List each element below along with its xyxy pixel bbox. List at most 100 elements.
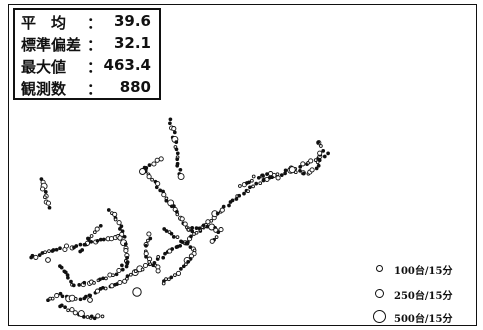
observation-point	[146, 231, 152, 237]
observation-point	[219, 207, 225, 213]
observation-point	[94, 226, 100, 232]
observation-point	[51, 248, 56, 252]
observation-point	[308, 158, 314, 164]
observation-point	[168, 117, 173, 122]
observation-point	[230, 198, 235, 203]
stat-label: 平 均	[21, 14, 67, 32]
stat-colon: ：	[87, 58, 103, 76]
observation-point	[71, 283, 76, 288]
stat-row-std-dev: 標準偏差 ： 32.1	[21, 34, 153, 54]
observation-point	[298, 168, 302, 173]
observation-point	[92, 316, 97, 321]
map-frame	[8, 4, 477, 326]
observation-point	[270, 175, 274, 180]
observation-point	[92, 230, 97, 235]
observation-point	[63, 305, 67, 310]
observation-point	[260, 173, 265, 178]
observation-point	[82, 315, 86, 319]
observation-point	[264, 176, 270, 182]
observation-point	[161, 192, 167, 198]
observation-point	[317, 158, 322, 163]
observation-point	[164, 198, 169, 203]
observation-point	[321, 149, 326, 153]
observation-point	[251, 174, 256, 179]
observation-point	[279, 173, 284, 177]
observation-point	[317, 150, 323, 156]
observation-point	[174, 147, 179, 152]
observation-point	[86, 236, 90, 241]
observation-point	[215, 211, 220, 216]
observation-point	[128, 272, 133, 277]
observation-point	[283, 171, 287, 176]
observation-point	[94, 288, 101, 294]
observation-point	[47, 249, 51, 253]
observation-point	[167, 277, 171, 282]
legend-label: 500台/15分	[394, 314, 453, 325]
observation-point-large	[45, 257, 51, 263]
observation-point	[250, 178, 254, 183]
observation-point	[194, 226, 199, 230]
observation-point	[234, 197, 239, 201]
observation-point	[116, 220, 122, 226]
observation-point	[139, 168, 146, 175]
observation-point	[125, 255, 129, 260]
observation-point	[114, 272, 119, 277]
observation-point	[77, 310, 85, 318]
observation-point	[313, 158, 318, 162]
stat-value: 39.6	[113, 12, 151, 30]
observation-point	[258, 181, 263, 186]
observation-point	[54, 247, 59, 252]
observation-point	[47, 205, 52, 210]
observation-point	[288, 166, 296, 174]
observation-point	[50, 296, 55, 301]
observation-point	[186, 227, 191, 232]
observation-point	[275, 175, 281, 181]
observation-point	[161, 281, 166, 286]
observation-point	[301, 171, 306, 176]
observation-point	[144, 243, 148, 248]
observation-point	[142, 262, 149, 269]
observation-point	[247, 180, 251, 185]
legend-label: 250台/15分	[394, 291, 453, 302]
observation-point	[214, 235, 219, 239]
observation-point	[177, 173, 185, 181]
observation-point	[174, 140, 179, 144]
observation-point	[268, 171, 274, 177]
observation-point	[66, 308, 70, 313]
observation-point	[155, 181, 161, 187]
observation-point	[161, 255, 166, 260]
observation-point	[100, 314, 105, 319]
observation-point	[33, 254, 39, 260]
observation-point	[175, 235, 180, 239]
observation-point	[316, 163, 321, 168]
observation-point	[178, 167, 183, 172]
legend-circle-medium	[375, 289, 384, 298]
observation-point	[158, 188, 163, 193]
observation-point	[78, 297, 83, 302]
observation-point	[197, 226, 202, 231]
observation-point	[182, 221, 188, 227]
observation-point-large	[87, 297, 93, 303]
observation-point	[95, 238, 100, 243]
observation-point	[148, 236, 153, 241]
observation-point	[316, 140, 321, 145]
observation-point	[84, 294, 88, 299]
observation-point	[300, 161, 306, 167]
observation-point	[63, 270, 68, 275]
observation-point	[43, 195, 47, 200]
observation-point	[43, 250, 47, 255]
observation-point	[171, 126, 177, 132]
observation-point	[185, 241, 190, 246]
observation-point	[122, 234, 127, 239]
observation-point	[326, 151, 330, 156]
observation-point	[178, 243, 183, 248]
observation-point	[319, 144, 323, 148]
observation-point	[172, 130, 177, 135]
observation-point	[154, 157, 160, 163]
observation-point	[59, 303, 64, 308]
observation-point	[175, 163, 180, 168]
observation-point	[117, 279, 123, 286]
legend-label: 100台/15分	[394, 266, 453, 277]
observation-point	[98, 223, 103, 228]
